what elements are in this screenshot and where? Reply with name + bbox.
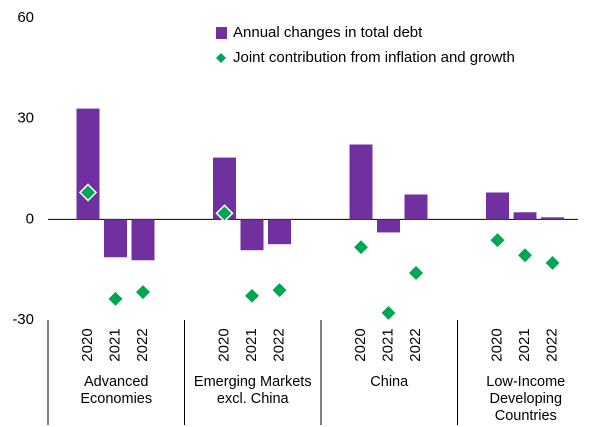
legend-label: Annual changes in total debt	[233, 24, 423, 41]
x-tick-label: 2021	[516, 328, 533, 361]
diamond-marker	[215, 204, 234, 223]
bar	[131, 219, 155, 261]
group-label: Advanced Economies	[80, 374, 153, 407]
diamond-marker	[488, 231, 507, 250]
x-tick-label: 2020	[215, 328, 232, 361]
bar	[404, 194, 428, 220]
bar	[104, 219, 127, 258]
x-tick-label: 2021	[379, 328, 396, 361]
x-tick-label: 2020	[79, 328, 96, 361]
legend-swatch	[216, 27, 227, 39]
bar	[541, 217, 564, 220]
diamond-marker	[515, 246, 535, 265]
bar	[513, 212, 537, 220]
group-label: Emerging Markets excl. China	[193, 374, 312, 407]
y-tick-label: 60	[17, 9, 34, 26]
bar	[76, 108, 100, 220]
x-tick-label: 2020	[352, 328, 369, 361]
y-tick-label: -30	[12, 311, 34, 328]
bar	[213, 157, 236, 220]
bar	[268, 219, 291, 245]
group-label: Low-Income Developing Countries	[486, 374, 566, 424]
diamond-marker	[351, 238, 371, 257]
diamond-marker	[106, 289, 125, 308]
diamond-marker	[78, 183, 98, 202]
diamond-marker	[543, 253, 562, 273]
diamond-marker	[242, 286, 262, 305]
x-tick-label: 2022	[543, 328, 560, 361]
legend-label: Joint contribution from inflation and gr…	[233, 49, 515, 66]
diamond-marker	[133, 283, 153, 302]
diamond-marker	[270, 281, 289, 300]
diamond-marker	[406, 263, 426, 283]
bar	[240, 219, 264, 251]
x-tick-label: 2021	[243, 328, 260, 361]
x-tick-label: 2022	[407, 328, 424, 361]
group-label: China	[370, 374, 409, 390]
diamond-marker	[379, 303, 398, 323]
bar	[377, 219, 400, 233]
bar	[486, 192, 509, 220]
x-tick-label: 2021	[106, 328, 123, 361]
x-tick-label: 2020	[488, 328, 505, 361]
y-tick-label: 0	[26, 210, 34, 227]
x-tick-label: 2022	[270, 328, 287, 361]
bar	[349, 144, 373, 220]
x-tick-label: 2022	[134, 328, 151, 361]
legend-swatch	[216, 53, 226, 63]
y-tick-label: 30	[17, 110, 34, 127]
